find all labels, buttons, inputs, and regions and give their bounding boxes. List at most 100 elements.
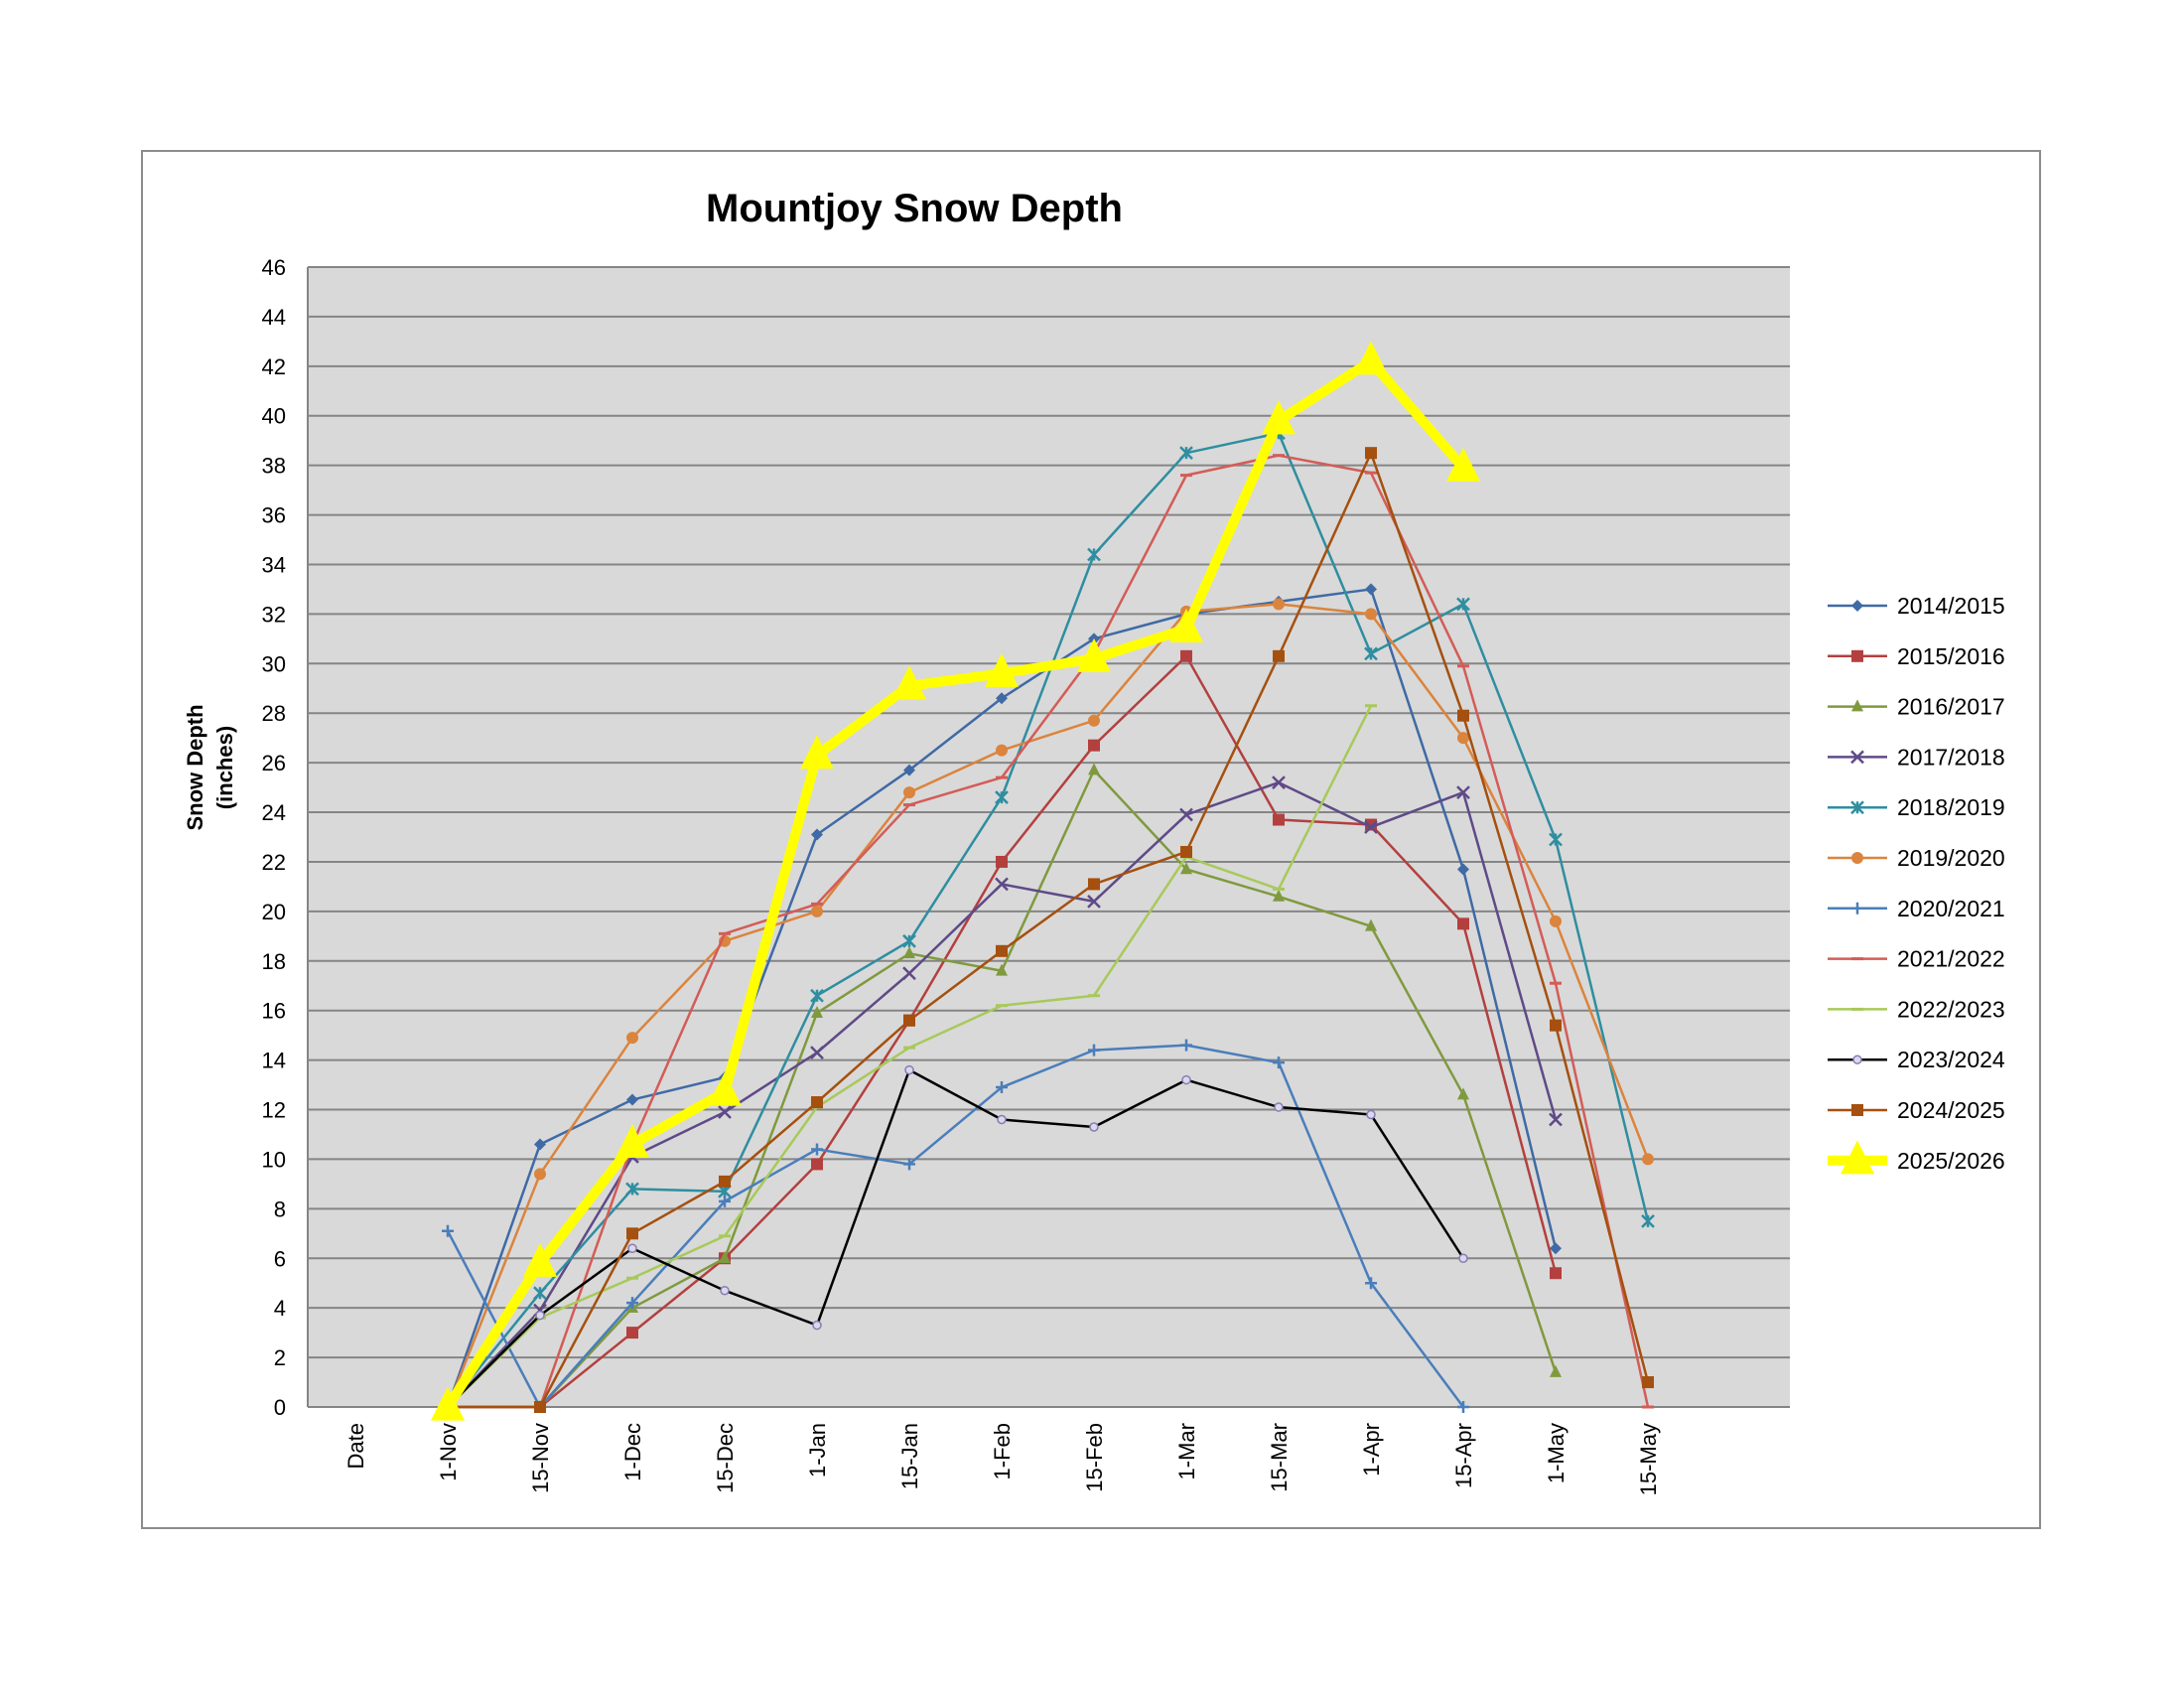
data-point (810, 988, 824, 1003)
y-tick-label: 32 (262, 602, 286, 627)
data-point (1549, 1112, 1563, 1127)
data-point (810, 1046, 824, 1060)
legend-item: 2019/2020 (1828, 845, 2005, 871)
y-tick-label: 4 (274, 1296, 286, 1321)
y-tick-label: 2 (274, 1345, 286, 1370)
y-tick-label: 12 (262, 1098, 286, 1123)
legend-item: 2017/2018 (1828, 744, 2005, 770)
data-point (1642, 1153, 1654, 1166)
legend-label: 2014/2015 (1897, 593, 2005, 619)
y-tick-label: 30 (262, 651, 286, 676)
data-point (1851, 600, 1863, 612)
legend-label: 2025/2026 (1897, 1148, 2005, 1174)
series-line (448, 451, 1650, 1409)
data-point (1088, 763, 1100, 775)
data-point (626, 1032, 638, 1045)
series-line (447, 431, 1650, 1408)
series-2023-2024 (443, 1064, 1468, 1412)
x-tick-label: Date (343, 1423, 368, 1469)
data-point (1851, 852, 1863, 864)
data-point (627, 1243, 637, 1254)
data-point (904, 1064, 914, 1075)
data-point (1852, 1055, 1862, 1064)
data-point (533, 1286, 547, 1301)
legend-item: 2023/2024 (1828, 1047, 2005, 1072)
series-line (448, 454, 1650, 1409)
x-tick-label: 15-Apr (1451, 1423, 1476, 1488)
legend-item: 2015/2016 (1828, 643, 2005, 669)
data-point (1456, 597, 1470, 612)
data-point (1179, 446, 1193, 461)
y-tick-labels: 0246810121416182022242628303234363840424… (262, 255, 286, 1420)
data-point (811, 1158, 823, 1171)
data-point (1851, 1104, 1863, 1116)
chart-title: Mountjoy Snow Depth (706, 187, 1123, 230)
data-point (1273, 649, 1285, 662)
data-point (1273, 813, 1285, 826)
data-point (1550, 914, 1562, 927)
data-point (708, 1071, 742, 1106)
x-tick-label: 15-Feb (1082, 1423, 1107, 1492)
data-point (626, 1093, 638, 1106)
y-tick-label: 20 (262, 900, 286, 924)
y-tick-label: 42 (262, 354, 286, 379)
data-point (1457, 1087, 1469, 1100)
data-point (812, 1320, 822, 1331)
series-line (443, 355, 1467, 1410)
data-point (996, 692, 1008, 705)
legend-item: 2020/2021 (1828, 896, 2005, 921)
legend-item: 2025/2026 (1828, 1140, 2005, 1175)
data-point (903, 1014, 915, 1027)
legend-item: 2016/2017 (1828, 694, 2005, 720)
y-tick-label: 22 (262, 850, 286, 875)
legend-label: 2017/2018 (1897, 744, 2005, 770)
data-point (720, 1285, 730, 1296)
y-tick-label: 26 (262, 751, 286, 775)
data-point (1088, 739, 1100, 752)
x-tick-label: 15-May (1636, 1423, 1661, 1495)
data-point (1642, 1376, 1654, 1389)
x-tick-label: 15-Dec (713, 1423, 738, 1493)
x-tick-label: 1-Mar (1174, 1423, 1199, 1479)
y-tick-label: 14 (262, 1049, 286, 1073)
y-tick-label: 24 (262, 800, 286, 825)
data-point (1181, 1074, 1191, 1085)
y-tick-label: 38 (262, 454, 286, 479)
data-point (1457, 709, 1469, 722)
y-tick-label: 28 (262, 701, 286, 726)
data-point (1550, 1242, 1562, 1255)
data-point (1850, 750, 1864, 765)
data-point (1272, 775, 1286, 789)
data-point (1087, 895, 1101, 909)
x-tick-labels: Date 1-Nov 15-Nov 1-Dec 15-Dec 1-Jan 15-Jan 1-F… (343, 1423, 1661, 1495)
data-point (1641, 1213, 1655, 1228)
data-point (1550, 1019, 1562, 1032)
data-point (811, 828, 823, 841)
data-point (1365, 447, 1377, 460)
y-tick-label: 40 (262, 404, 286, 429)
legend-item: 2024/2025 (1828, 1097, 2005, 1123)
data-point (996, 944, 1008, 957)
x-tick-label: 1-May (1544, 1423, 1569, 1483)
x-tick-label: 15-Jan (897, 1423, 922, 1489)
y-axis-label-line: (inches) (212, 726, 237, 809)
x-tick-label: 1-Apr (1359, 1423, 1384, 1477)
data-point (523, 1242, 557, 1277)
data-point (1364, 646, 1378, 661)
data-point (534, 1401, 546, 1413)
data-point (902, 933, 916, 948)
series-2024-2025 (442, 447, 1654, 1413)
data-point (903, 786, 915, 799)
x-tick-label: 1-Nov (436, 1423, 461, 1481)
data-point (1077, 637, 1111, 672)
data-point (1550, 1267, 1562, 1280)
data-point (1850, 800, 1864, 815)
data-point (1088, 878, 1100, 891)
data-point (1089, 1122, 1099, 1132)
data-point (1365, 608, 1377, 621)
plot-background (308, 267, 1790, 1407)
legend-item: 2018/2019 (1828, 794, 2005, 820)
data-point (1087, 547, 1101, 562)
series-line (446, 603, 1650, 1408)
y-tick-label: 34 (262, 552, 286, 577)
